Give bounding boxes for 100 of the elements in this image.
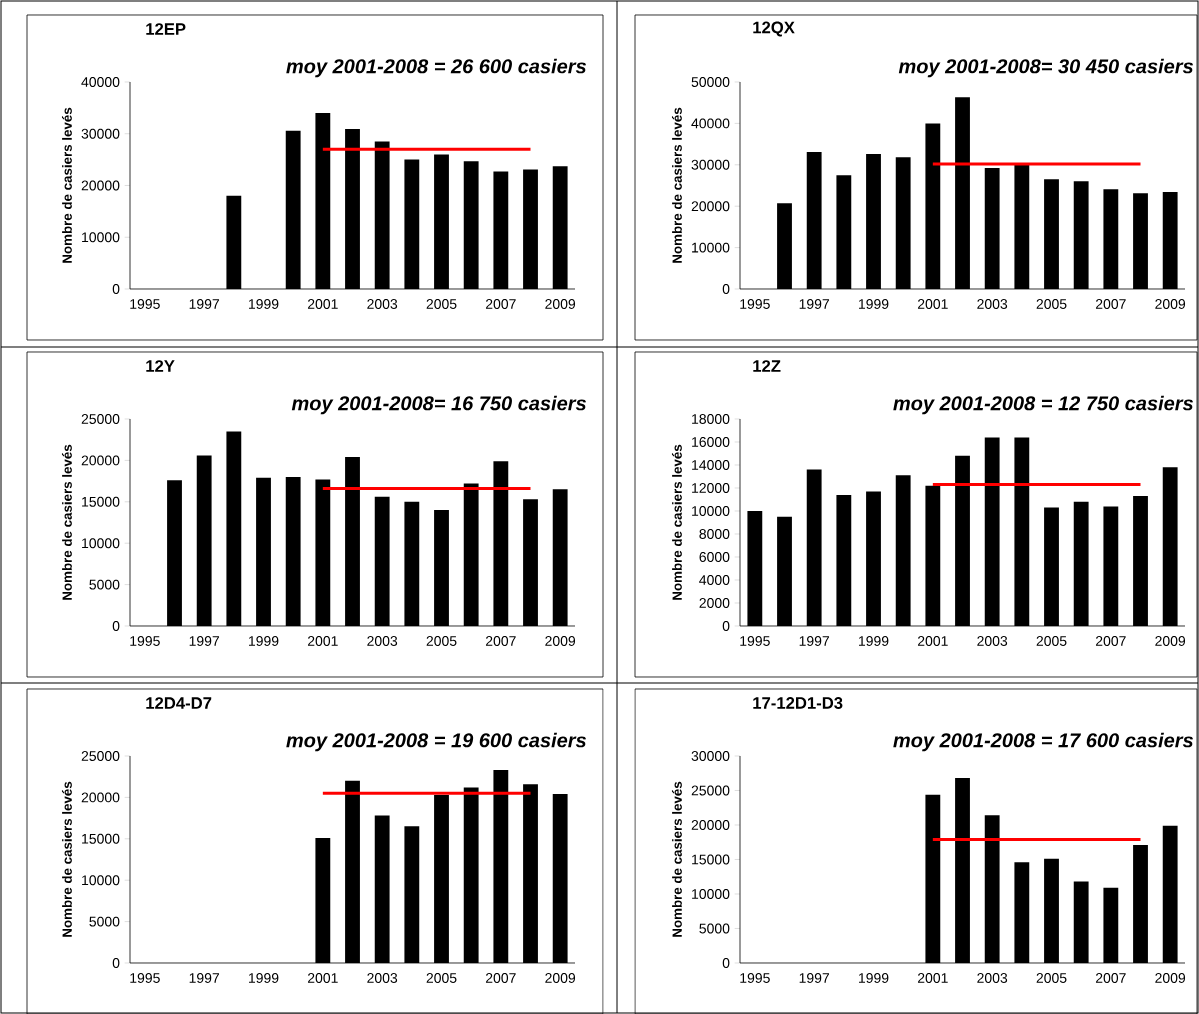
x-tick-label: 1997 xyxy=(799,298,830,309)
x-tick-label: 2005 xyxy=(426,635,457,646)
chart-title: 12QX xyxy=(753,21,795,37)
y-tick-label: 5000 xyxy=(89,916,120,927)
x-tick-label: 1999 xyxy=(249,298,279,309)
y-tick-label: 20000 xyxy=(81,792,120,803)
x-tick-label: 2005 xyxy=(1036,298,1067,309)
y-axis-title: Nombre de casiers levés xyxy=(61,444,72,600)
y-tick-label: 6000 xyxy=(699,551,730,562)
x-tick-label: 1995 xyxy=(740,635,770,646)
y-tick-label: 30000 xyxy=(691,159,730,170)
x-tick-label: 2001 xyxy=(307,635,338,646)
x-tick-label: 2009 xyxy=(1155,635,1186,646)
y-tick-label: 14000 xyxy=(692,459,730,470)
x-tick-label: 2005 xyxy=(1036,635,1067,646)
y-axis-title: Nombre de casiers levés xyxy=(61,107,72,263)
y-tick-label: 4000 xyxy=(699,574,730,585)
text: moy 2001-2008 = 17 600 casiers xyxy=(893,732,1193,752)
x-tick-label: 2005 xyxy=(426,972,457,983)
x-tick-label: 2009 xyxy=(545,298,576,309)
x-tick-label: 1997 xyxy=(799,972,830,983)
x-tick-label: 2003 xyxy=(367,972,398,983)
x-tick-label: 2001 xyxy=(917,635,948,646)
y-tick-label: 10000 xyxy=(692,888,730,899)
y-tick-label: 15000 xyxy=(82,833,120,844)
x-tick-label: 2005 xyxy=(1036,972,1067,983)
text: moy 2001-2008 = 19 600 casiers xyxy=(286,732,586,752)
y-tick-label: 50000 xyxy=(691,76,730,87)
y-tick-label: 40000 xyxy=(81,76,120,87)
y-tick-label: 15000 xyxy=(82,496,120,507)
x-tick-label: 2009 xyxy=(1155,298,1186,309)
y-tick-label: 10000 xyxy=(692,505,730,516)
y-tick-label: 40000 xyxy=(691,118,730,129)
x-tick-label: 2007 xyxy=(1095,298,1126,309)
y-tick-label: 16000 xyxy=(692,436,730,447)
text: moy 2001-2008 = 12 750 casiers xyxy=(893,395,1193,415)
x-tick-label: 1997 xyxy=(189,972,220,983)
x-tick-label: 1999 xyxy=(859,635,889,646)
x-tick-label: 2003 xyxy=(977,635,1008,646)
y-tick-label: 0 xyxy=(112,957,120,968)
x-tick-label: 2009 xyxy=(1155,972,1186,983)
y-tick-label: 5000 xyxy=(89,579,120,590)
x-tick-label: 1999 xyxy=(859,298,889,309)
y-tick-label: 10000 xyxy=(82,875,120,885)
y-tick-label: 0 xyxy=(722,957,730,968)
y-tick-label: 25000 xyxy=(691,785,730,796)
chart-title: 12D4-D7 xyxy=(146,696,212,709)
x-tick-label: 1999 xyxy=(249,635,279,646)
x-tick-label: 1999 xyxy=(859,972,889,983)
y-axis-title: Nombre de casiers levés xyxy=(671,444,682,600)
x-tick-label: 2001 xyxy=(917,972,948,983)
x-tick-label: 2007 xyxy=(485,298,516,309)
y-tick-label: 2000 xyxy=(699,597,730,608)
x-tick-label: 2007 xyxy=(485,972,516,983)
y-tick-label: 0 xyxy=(112,620,120,631)
y-tick-label: 0 xyxy=(722,620,730,631)
y-tick-label: 30000 xyxy=(81,128,120,139)
x-tick-label: 1995 xyxy=(740,298,770,309)
x-tick-label: 2001 xyxy=(917,298,948,309)
y-tick-label: 12000 xyxy=(692,482,730,493)
x-tick-label: 1995 xyxy=(130,972,160,983)
x-tick-label: 2005 xyxy=(426,298,457,309)
chart-title: 12Z xyxy=(753,359,781,372)
y-tick-label: 10000 xyxy=(82,538,120,548)
x-tick-label: 1997 xyxy=(189,298,220,309)
x-tick-label: 2001 xyxy=(307,972,338,983)
chart-title: 12Y xyxy=(146,359,175,372)
y-axis-title: Nombre de casiers levés xyxy=(61,781,72,937)
x-tick-label: 2001 xyxy=(307,298,338,309)
x-tick-label: 2007 xyxy=(1095,972,1126,983)
y-tick-label: 25000 xyxy=(81,413,120,424)
y-tick-label: 10000 xyxy=(692,242,730,253)
x-tick-label: 1997 xyxy=(799,635,830,646)
x-tick-label: 1995 xyxy=(130,298,160,309)
y-tick-label: 18000 xyxy=(692,413,730,424)
y-tick-label: 10000 xyxy=(82,232,120,243)
x-tick-label: 2003 xyxy=(977,972,1008,983)
x-tick-label: 1995 xyxy=(130,635,160,646)
chart-title: 17-12D1-D3 xyxy=(753,696,843,709)
y-tick-label: 0 xyxy=(112,283,120,294)
y-tick-label: 8000 xyxy=(699,528,730,539)
x-tick-label: 2009 xyxy=(545,972,576,983)
y-tick-label: 20000 xyxy=(81,455,120,466)
x-tick-label: 2003 xyxy=(977,298,1008,309)
text: moy 2001-2008 = 26 600 casiers xyxy=(286,58,586,78)
x-tick-label: 2007 xyxy=(1095,635,1126,646)
chart-title: 12EP xyxy=(146,22,186,35)
x-tick-label: 2003 xyxy=(367,298,398,309)
x-tick-label: 1997 xyxy=(189,635,220,646)
y-tick-label: 20000 xyxy=(691,819,730,830)
y-tick-label: 20000 xyxy=(81,180,120,191)
y-tick-label: 15000 xyxy=(692,854,730,865)
x-tick-label: 1995 xyxy=(740,972,770,983)
y-axis-title: Nombre de casiers levés xyxy=(671,107,682,263)
y-tick-label: 0 xyxy=(722,283,730,294)
x-tick-label: 2003 xyxy=(367,635,398,646)
text: moy 2001-2008= 30 450 casiers xyxy=(898,58,1193,78)
x-tick-label: 2007 xyxy=(485,635,516,646)
x-tick-label: 2009 xyxy=(545,635,576,646)
y-axis-title: Nombre de casiers levés xyxy=(671,781,682,937)
